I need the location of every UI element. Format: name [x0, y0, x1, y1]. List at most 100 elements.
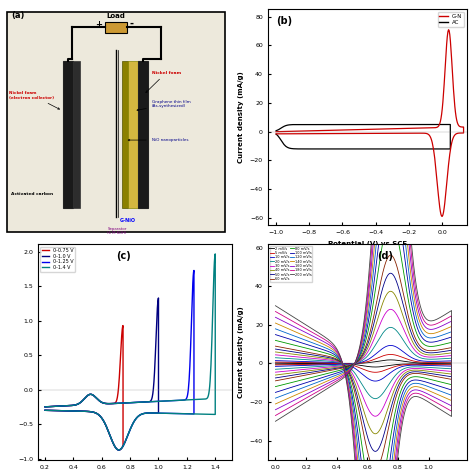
140 mV/s [388, 108, 393, 114]
0-0.75 V [120, 323, 126, 328]
X-axis label: Potential (V) vs SCE: Potential (V) vs SCE [328, 241, 407, 246]
50 mV/s [420, 369, 426, 375]
0-1.4 V [124, 435, 130, 440]
60 mV/s [273, 378, 278, 383]
0-1.4 V [116, 447, 122, 453]
20 mV/s [373, 396, 378, 401]
0-1.25 V [83, 409, 89, 414]
120 mV/s [321, 344, 327, 350]
200 mV/s [273, 303, 278, 309]
30 mV/s [388, 307, 393, 312]
40 mV/s [400, 372, 406, 378]
10 mV/s [273, 358, 278, 364]
80 mV/s [294, 378, 300, 384]
Legend: 0-0.75 V, 0-1.0 V, 0-1.25 V, 0-1.4 V: 0-0.75 V, 0-1.0 V, 0-1.25 V, 0-1.4 V [40, 246, 75, 272]
120 mV/s [357, 462, 363, 468]
Text: -: - [130, 19, 134, 29]
30 mV/s [400, 369, 406, 375]
40 mV/s [273, 372, 278, 378]
30 mV/s [420, 366, 426, 372]
160 mV/s [294, 396, 300, 401]
120 mV/s [273, 395, 278, 401]
2 mV/s [294, 361, 300, 367]
Text: Load: Load [107, 13, 126, 19]
Bar [128, 61, 138, 208]
0-0.75 V [52, 403, 57, 409]
160 mV/s [273, 407, 278, 412]
Y-axis label: Current density (mA/g): Current density (mA/g) [238, 306, 244, 398]
Y-axis label: Current density (mA/g): Current density (mA/g) [238, 72, 244, 163]
120 mV/s [400, 394, 406, 400]
160 mV/s [273, 314, 278, 320]
180 mV/s [420, 392, 426, 398]
0-1.25 V [116, 447, 122, 453]
Text: Nickel foam: Nickel foam [146, 71, 181, 92]
Text: (d): (d) [377, 251, 393, 261]
Text: G-NiO: G-NiO [119, 218, 135, 223]
Text: +: + [95, 19, 102, 28]
2 mV/s [321, 360, 327, 366]
Text: (a): (a) [11, 11, 25, 20]
0-1.25 V [159, 410, 164, 416]
60 mV/s [273, 343, 278, 349]
120 mV/s [388, 144, 393, 150]
10 mV/s [388, 343, 393, 348]
0-1.25 V [42, 404, 48, 410]
5 mV/s [400, 362, 406, 368]
200 mV/s [273, 419, 278, 424]
140 mV/s [420, 385, 426, 391]
180 mV/s [294, 401, 300, 406]
Line: 30 mV/s: 30 mV/s [275, 310, 452, 416]
2 mV/s [388, 357, 393, 363]
20 mV/s [273, 366, 278, 372]
0-1.0 V [131, 419, 137, 424]
180 mV/s [273, 413, 278, 419]
50 mV/s [400, 375, 406, 381]
20 mV/s [388, 325, 393, 330]
140 mV/s [321, 341, 327, 347]
0-1.4 V [176, 410, 182, 416]
140 mV/s [400, 400, 406, 406]
Bar [122, 61, 128, 208]
Bar [63, 61, 73, 208]
0-1.25 V [191, 268, 197, 273]
50 mV/s [294, 372, 300, 377]
20 mV/s [321, 358, 327, 364]
0-1.0 V [137, 412, 143, 418]
50 mV/s [373, 448, 378, 454]
0-1.0 V [42, 408, 48, 413]
40 mV/s [388, 288, 393, 294]
120 mV/s [411, 381, 417, 386]
100 mV/s [420, 378, 426, 384]
30 mV/s [411, 365, 417, 371]
10 mV/s [273, 364, 278, 369]
2 mV/s [400, 361, 406, 367]
200 mV/s [321, 333, 327, 339]
Line: 5 mV/s: 5 mV/s [275, 355, 452, 372]
80 mV/s [388, 216, 393, 222]
80 mV/s [273, 384, 278, 390]
180 mV/s [411, 391, 417, 396]
Line: 80 mV/s: 80 mV/s [275, 219, 452, 474]
2 mV/s [273, 361, 278, 367]
5 mV/s [273, 359, 278, 365]
Line: 2 mV/s: 2 mV/s [275, 360, 452, 367]
10 mV/s [400, 364, 406, 369]
200 mV/s [420, 396, 426, 401]
60 mV/s [294, 374, 300, 380]
80 mV/s [273, 337, 278, 343]
100 mV/s [357, 446, 363, 451]
0-1.0 V [73, 408, 79, 414]
0-0.75 V [42, 404, 48, 410]
Line: 160 mV/s: 160 mV/s [275, 74, 452, 474]
180 mV/s [400, 411, 406, 417]
Line: 20 mV/s: 20 mV/s [275, 328, 452, 399]
80 mV/s [411, 374, 417, 380]
2 mV/s [357, 362, 363, 368]
0-1.4 V [42, 408, 48, 413]
20 mV/s [400, 366, 406, 372]
100 mV/s [294, 383, 300, 388]
0-1.0 V [56, 403, 62, 409]
20 mV/s [411, 364, 417, 370]
0-1.4 V [185, 411, 191, 417]
